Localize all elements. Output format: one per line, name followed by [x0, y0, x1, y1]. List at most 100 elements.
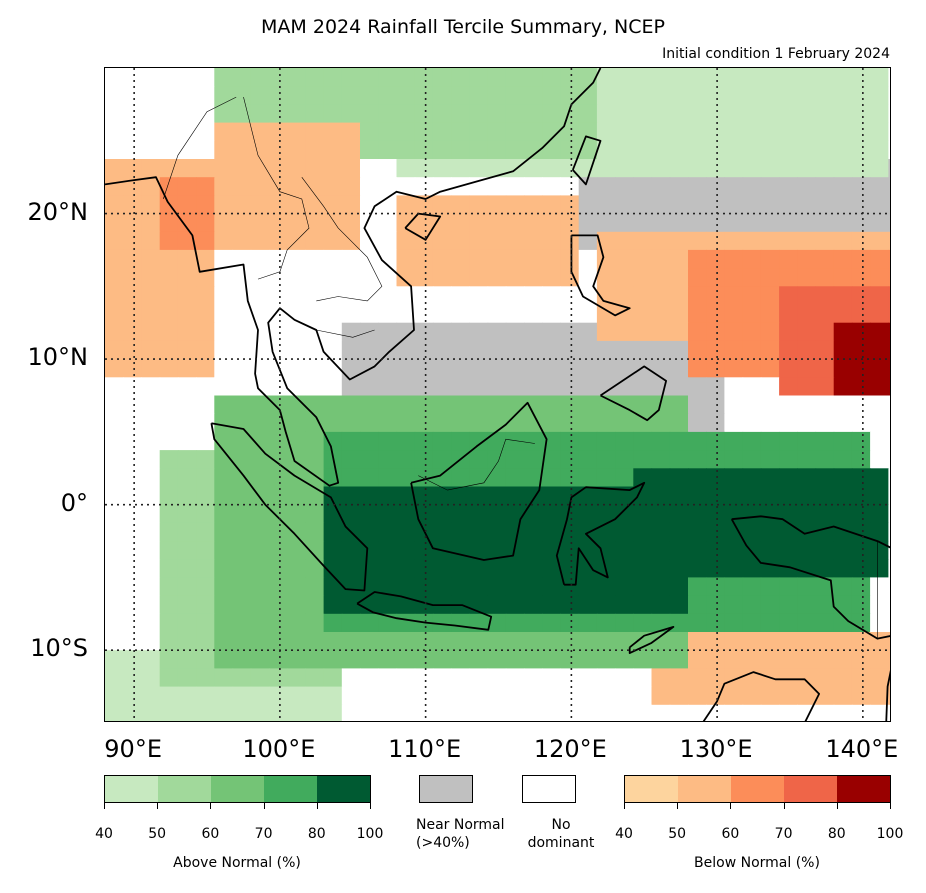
tercile-cell	[706, 322, 725, 342]
tercile-cell	[833, 286, 853, 306]
tercile-cell	[250, 541, 270, 560]
tercile-cell	[214, 322, 234, 342]
tercile-cell	[742, 650, 762, 669]
tercile-cell	[651, 541, 671, 560]
tercile-cell	[742, 177, 762, 196]
tercile-cell	[159, 340, 179, 360]
tercile-cell	[141, 668, 161, 688]
tercile-cell	[177, 104, 197, 124]
tercile-cell	[196, 86, 215, 105]
tercile-cell	[141, 650, 161, 669]
tercile-cell	[797, 231, 817, 251]
tercile-cell	[105, 450, 124, 469]
tercile-cell	[888, 450, 890, 469]
tercile-cell	[214, 704, 234, 721]
tercile-cell	[196, 377, 215, 397]
tercile-cell	[214, 231, 234, 251]
tercile-cell	[214, 686, 234, 706]
colorbar-tick-label: 100	[876, 826, 904, 842]
tercile-cell	[524, 377, 543, 397]
tercile-cell	[542, 468, 561, 488]
tercile-cell	[177, 213, 197, 233]
tercile-cell	[833, 104, 853, 124]
tercile-cell	[287, 104, 306, 124]
tercile-cell	[451, 413, 470, 433]
tercile-cell	[196, 268, 215, 287]
tercile-cell	[269, 304, 288, 324]
tercile-cell	[578, 450, 598, 469]
tercile-cell	[105, 704, 124, 721]
tercile-cell	[451, 304, 470, 324]
tercile-cell	[742, 286, 762, 306]
tercile-cell	[469, 577, 489, 597]
tercile-cell	[524, 613, 543, 633]
tercile-cell	[651, 159, 671, 178]
tercile-cell	[797, 468, 817, 488]
tercile-cell	[396, 86, 416, 105]
tercile-cell	[123, 559, 142, 579]
tercile-cell	[250, 104, 270, 124]
tercile-cell	[141, 559, 161, 579]
tercile-cell	[779, 668, 798, 688]
tercile-cell	[123, 140, 142, 160]
tercile-cell	[396, 195, 416, 215]
tercile-cell	[141, 486, 161, 506]
tercile-cell	[505, 632, 525, 651]
tercile-cell	[596, 613, 616, 633]
tercile-cell	[378, 559, 398, 579]
tercile-cell	[469, 486, 489, 506]
tercile-cell	[524, 177, 543, 196]
tercile-cell	[633, 486, 653, 506]
tercile-cell	[779, 577, 798, 597]
tercile-cell	[724, 68, 744, 87]
tercile-cell	[578, 632, 598, 651]
longitude-label: 120°E	[533, 735, 607, 763]
tercile-cell	[760, 468, 780, 488]
tercile-cell	[615, 668, 634, 688]
coastline	[210, 422, 369, 592]
tercile-cell	[287, 577, 306, 597]
tercile-cell	[287, 249, 306, 269]
tercile-cell	[760, 431, 780, 451]
tercile-cell	[651, 68, 671, 87]
tercile-cell	[141, 377, 161, 397]
tercile-cell	[287, 268, 306, 287]
tercile-cell	[578, 468, 598, 488]
tercile-cell	[578, 195, 598, 215]
tercile-cell	[542, 613, 561, 633]
tercile-cell	[724, 686, 744, 706]
tercile-cell	[524, 668, 543, 688]
tercile-cell	[742, 231, 762, 251]
tercile-cell	[542, 650, 561, 669]
tercile-cell	[196, 159, 215, 178]
tercile-cell	[487, 304, 507, 324]
tercile-cell	[341, 450, 361, 469]
tercile-cell	[360, 632, 379, 651]
tercile-cell	[633, 577, 653, 597]
tercile-cell	[360, 104, 379, 124]
tercile-cell	[159, 322, 179, 342]
tercile-cell	[688, 122, 707, 142]
tercile-cell	[779, 286, 798, 306]
tercile-cell	[815, 195, 835, 215]
tercile-cell	[378, 249, 398, 269]
tercile-cell	[396, 577, 416, 597]
tercile-cell	[323, 68, 343, 87]
tercile-cell	[414, 195, 434, 215]
tercile-cell	[633, 668, 653, 688]
tercile-cell	[141, 431, 161, 451]
tercile-cell	[323, 249, 343, 269]
tercile-cell	[870, 159, 889, 178]
tercile-cell	[760, 304, 780, 324]
tercile-cell	[724, 213, 744, 233]
tercile-cell	[633, 322, 653, 342]
tercile-cell	[232, 559, 252, 579]
tercile-cell	[797, 195, 817, 215]
tercile-cell	[651, 122, 671, 142]
tercile-cell	[797, 340, 817, 360]
tercile-cell	[196, 231, 215, 251]
tercile-cell	[851, 195, 871, 215]
tercile-cell	[524, 104, 543, 124]
tercile-cell	[615, 68, 634, 87]
tercile-cell	[232, 668, 252, 688]
